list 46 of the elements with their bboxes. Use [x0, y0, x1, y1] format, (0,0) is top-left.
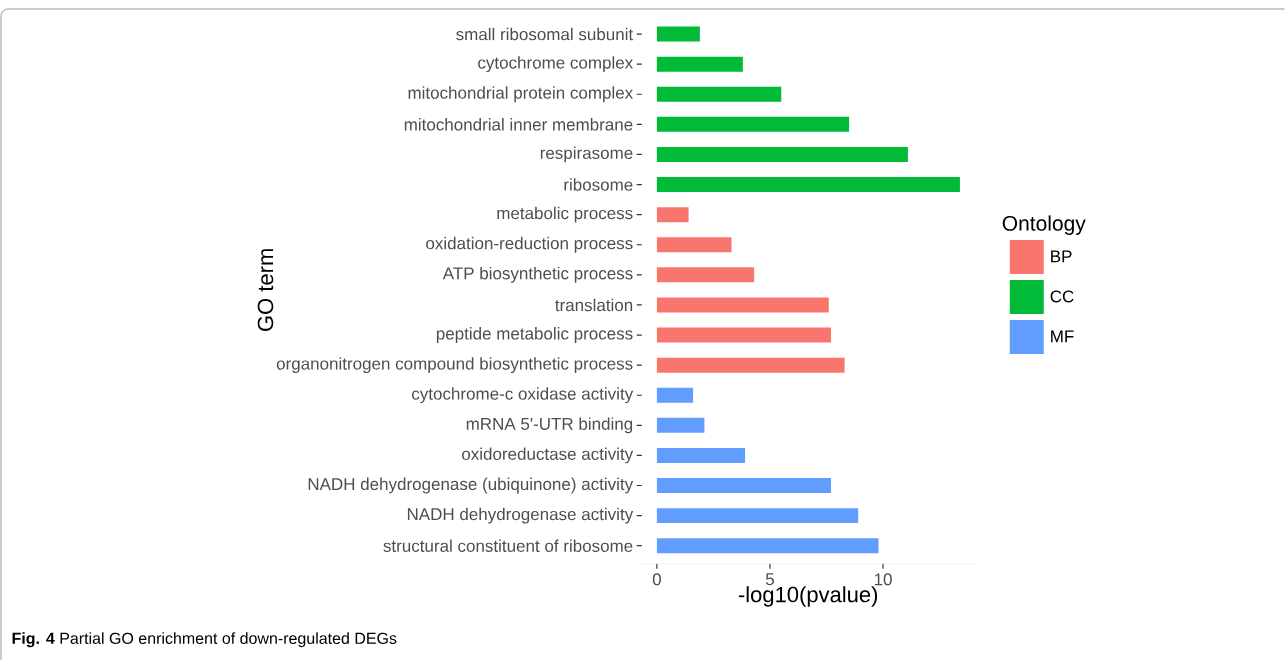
y-tick-label: ATP biosynthetic process [442, 266, 633, 283]
x-tick-label: 0 [652, 573, 661, 586]
bar [656, 297, 829, 313]
y-tick-label: peptide metabolic process [436, 327, 633, 343]
y-tick-label: ribosome [564, 178, 633, 191]
x-tick-label: 5 [765, 573, 774, 586]
y-tick-label: organonitrogen compound biosynthetic process [276, 357, 633, 373]
bar [656, 327, 832, 343]
bar [656, 387, 694, 403]
bar [656, 237, 732, 253]
bar [656, 26, 700, 42]
legend-title: Ontology [1002, 215, 1086, 235]
y-tick-label: NADH dehydrogenase activity [407, 507, 634, 524]
y-tick-label: mRNA 5'-UTR binding [466, 417, 633, 434]
y-tick-label: mitochondrial inner membrane [404, 118, 633, 131]
bar [656, 538, 879, 554]
bar [656, 146, 908, 162]
x-axis-title: -log10(pvalue) [738, 586, 878, 607]
bar [656, 417, 705, 433]
text: Fig. 4 Partial GO enrichment of down-regulated DEGs [12, 632, 397, 648]
bar [656, 207, 689, 223]
x-tick-label: 10 [874, 573, 892, 586]
bar [656, 267, 755, 283]
bar [656, 447, 746, 463]
y-tick-label: structural constituent of ribosome [383, 539, 633, 552]
y-tick-label: cytochrome complex [478, 56, 633, 72]
y-tick-label: translation [555, 298, 633, 312]
bar [656, 56, 743, 72]
y-tick-label: respirasome [540, 146, 633, 163]
y-tick-label: NADH dehydrogenase (ubiquinone) activity [308, 477, 634, 494]
legend-label: BP [1051, 250, 1072, 263]
bar [656, 508, 859, 524]
bar [656, 116, 850, 132]
bar [656, 357, 845, 373]
legend-label: CC [1050, 290, 1074, 303]
y-tick-label: small ribosomal subunit [456, 27, 634, 41]
y-tick-label: cytochrome-c oxidase activity [412, 387, 634, 404]
bar [656, 176, 960, 192]
y-axis-title: GO term [257, 249, 274, 331]
bar [656, 86, 782, 102]
y-tick-label: mitochondrial protein complex [408, 86, 633, 103]
legend-label: MF [1051, 330, 1074, 343]
y-tick-label: metabolic process [497, 206, 633, 223]
y-tick-label: oxidation-reduction process [426, 236, 633, 253]
bar [656, 477, 832, 493]
y-tick-label: oxidoreductase activity [462, 447, 634, 464]
